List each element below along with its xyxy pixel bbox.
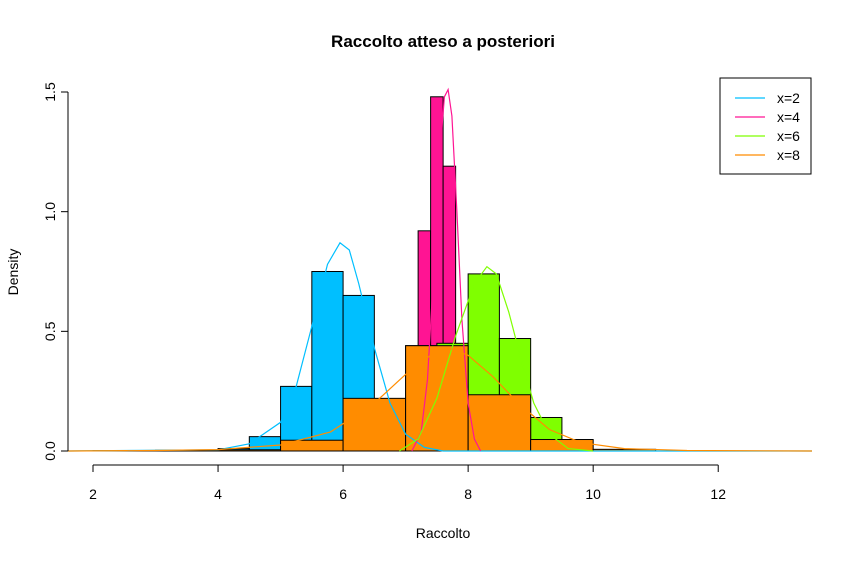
density-curve-x4 <box>411 87 482 452</box>
legend-box <box>719 77 812 175</box>
legend-label-x2: x=2 <box>777 90 800 106</box>
x-tick-label-10: 10 <box>585 486 601 502</box>
x-tick-label-8: 8 <box>464 486 472 502</box>
density-curve-x6 <box>399 265 594 452</box>
histogram-bar-x8-4 <box>342 397 407 452</box>
bars-layer <box>92 96 657 452</box>
chart-title: Raccolto atteso a posteriori <box>331 32 555 51</box>
histogram-bar-x8-2 <box>217 449 282 452</box>
y-tick-label-2: 1.0 <box>42 202 58 222</box>
density-curve-x8 <box>67 347 813 452</box>
y-axis-label-group: Density <box>5 249 21 296</box>
histogram-bar-x8-3 <box>280 439 344 452</box>
histogram-bar-x2-1 <box>248 436 282 452</box>
histogram-bar-x8-6 <box>467 394 532 452</box>
y-tick-label-0: 0.0 <box>42 441 58 461</box>
x-tick-label-2: 2 <box>89 486 97 502</box>
legend-label-x6: x=6 <box>777 128 800 144</box>
x-tick-label-4: 4 <box>214 486 222 502</box>
histogram-bar-x2-3 <box>311 271 344 452</box>
axes-layer: 2 4 6 8 10 12 0.0 0.5 1.0 1.5 <box>42 82 726 502</box>
density-curves-layer <box>67 87 813 452</box>
x-tick-label-12: 12 <box>710 486 726 502</box>
legend-label-x4: x=4 <box>777 109 800 125</box>
y-tick-label-1: 0.5 <box>42 321 58 341</box>
y-tick-label-3: 1.5 <box>42 82 58 102</box>
y-axis-label: Density <box>5 249 21 296</box>
legend: x=2 x=4 x=6 x=8 <box>719 77 812 175</box>
histogram-bar-x8-7 <box>530 439 594 452</box>
legend-label-x8: x=8 <box>777 147 800 163</box>
x-tick-label-6: 6 <box>339 486 347 502</box>
x-axis-label: Raccolto <box>416 525 471 541</box>
